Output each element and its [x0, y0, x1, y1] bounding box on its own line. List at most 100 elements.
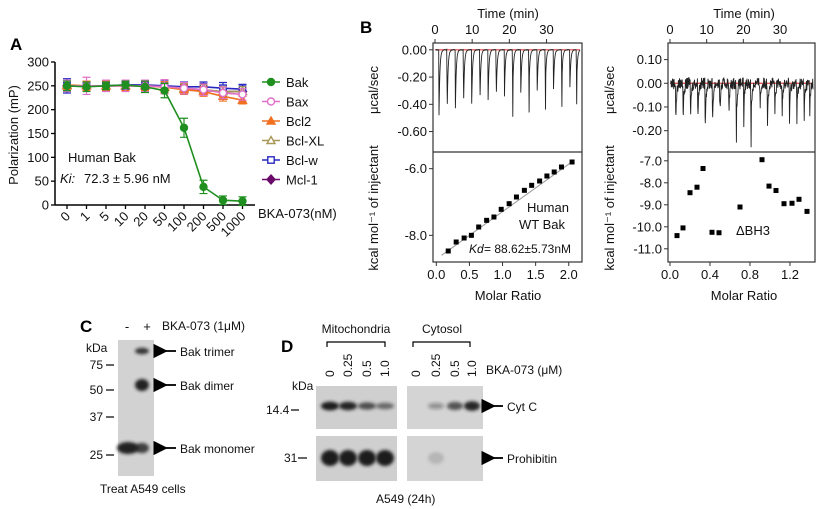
br-top-ylabel: μcal/sec: [602, 66, 617, 114]
a-legend-marker: [265, 115, 277, 125]
br-top-xlabel: Time (min): [713, 6, 775, 21]
b-top-xtick-label: 20: [502, 22, 516, 37]
b-top-ytick-label: 0.00: [402, 42, 427, 57]
panel-label-a: A: [10, 35, 22, 54]
d-group-bracket: [326, 341, 386, 347]
a-ylabel: Polarization (mP): [6, 85, 21, 185]
a-xtick-label: 0: [57, 209, 73, 225]
b-data-point: [773, 188, 779, 193]
d-band: [447, 401, 463, 411]
d-band: [321, 450, 339, 466]
b-data-point: [804, 208, 810, 214]
d-lane-label: 0.25: [429, 353, 443, 377]
c-band: [135, 442, 149, 454]
d-band: [339, 450, 357, 466]
b-bottom-xtick-label: 0.0: [661, 267, 679, 282]
b-data-point: [484, 217, 490, 223]
c-marker-label: 25: [90, 448, 104, 462]
b-top-xtick-label: 20: [736, 22, 750, 37]
a-data-point: [82, 82, 91, 91]
a-xlabel: BKA-073(nM): [258, 206, 337, 221]
b-bottom-xtick-label: 0.0: [427, 267, 445, 282]
b-top-ytick-label: -0.10: [632, 99, 662, 114]
b-data-point: [700, 166, 706, 171]
a-data-point: [160, 86, 169, 95]
br-annotation: ΔBH3: [736, 223, 770, 238]
b-bottom-ytick-label: -8.0: [640, 175, 662, 190]
d-lane-label: 1.0: [465, 360, 479, 377]
bl-kd-label: Kd: [469, 242, 484, 256]
b-data-point: [558, 164, 564, 170]
c-caption: Treat A549 cells: [100, 482, 186, 496]
b-data-point: [716, 230, 722, 236]
d-lane-label: 0: [323, 370, 337, 377]
c-band: [135, 347, 149, 355]
b-data-point: [506, 201, 512, 207]
b-bottom-xtick-label: 0.5: [460, 267, 478, 282]
b-top-xtick-label: 0: [666, 22, 673, 37]
a-legend-label: Bcl-w: [286, 153, 318, 168]
c-kda: kDa: [86, 341, 108, 355]
c-band-label: Bak trimer: [180, 345, 235, 359]
a-legend-marker: [267, 156, 275, 164]
b-data-point: [453, 239, 459, 245]
panel-label-d: D: [281, 337, 293, 356]
b-data-point: [759, 157, 765, 163]
d-blot-cyto: [407, 436, 483, 481]
a-data-point: [101, 81, 111, 91]
b-bottom-xtick-label: 0.8: [741, 267, 759, 282]
a-data-point: [218, 196, 228, 205]
a-data-point: [179, 84, 189, 93]
b-top-xtick-label: 10: [699, 22, 713, 37]
b-top-xtick-label: 30: [539, 22, 553, 37]
b-data-point: [521, 187, 527, 193]
d-band: [376, 402, 394, 410]
a-xtick-label: 1: [77, 209, 93, 225]
b-data-point: [789, 200, 795, 206]
d-kda: kDa: [292, 379, 314, 393]
b-bottom-xtick-label: 1.0: [493, 267, 511, 282]
a-xtick-label: 10: [111, 209, 132, 230]
a-legend-label: Bak: [286, 75, 309, 90]
panel-label-c: C: [80, 317, 92, 336]
a-data-point: [62, 81, 72, 91]
a-xtick-label: 20: [130, 209, 151, 230]
a-ytick-label: 150: [27, 126, 49, 141]
d-group-cyto: Cytosol: [422, 322, 462, 336]
c-band-label: Bak dimer: [180, 379, 234, 393]
b-top-xtick-label: 30: [773, 22, 787, 37]
bl-top-xlabel: Time (min): [477, 6, 539, 21]
c-band-label: Bak monomer: [180, 442, 255, 456]
b-top-ytick-label: 0.10: [637, 52, 662, 67]
a-ytick-label: 250: [27, 78, 49, 93]
d-band: [428, 452, 444, 464]
a-data-point: [199, 182, 208, 192]
d-band: [358, 402, 376, 410]
d-row-label: Cyt C: [507, 400, 537, 414]
b-bottom-xtick-label: 0.4: [701, 267, 719, 282]
b-bottom-ytick-label: -6.0: [405, 161, 427, 176]
b-top-ytick-label: -0.20: [397, 70, 427, 85]
panel-label-b: B: [360, 18, 372, 37]
b-data-point: [674, 233, 680, 239]
a-ytick-label: 300: [27, 55, 49, 70]
b-raw-trace: [435, 48, 581, 117]
b-raw-trace: [670, 76, 814, 148]
d-row-label: Prohibitin: [507, 452, 557, 466]
d-caption: A549 (24h): [376, 492, 435, 506]
b-data-point: [709, 229, 715, 235]
a-data-point: [238, 90, 247, 99]
bl-bottom-xlabel: Molar Ratio: [475, 288, 541, 303]
a-data-point: [238, 196, 247, 206]
a-legend-marker: [266, 173, 276, 186]
blot-d: 0 0.25 0.5 1.0 0 0.25 0.5 1.014.4 Cyt C31 Prohibi…: [266, 341, 557, 481]
a-data-point: [140, 82, 150, 91]
a-data-point: [121, 80, 130, 90]
b-data-point: [461, 235, 467, 241]
b-top-ytick-label: -0.40: [397, 97, 427, 112]
c-lane-plus: +: [143, 319, 151, 334]
a-legend-label: Bcl-XL: [286, 134, 324, 149]
b-data-point: [551, 169, 557, 175]
